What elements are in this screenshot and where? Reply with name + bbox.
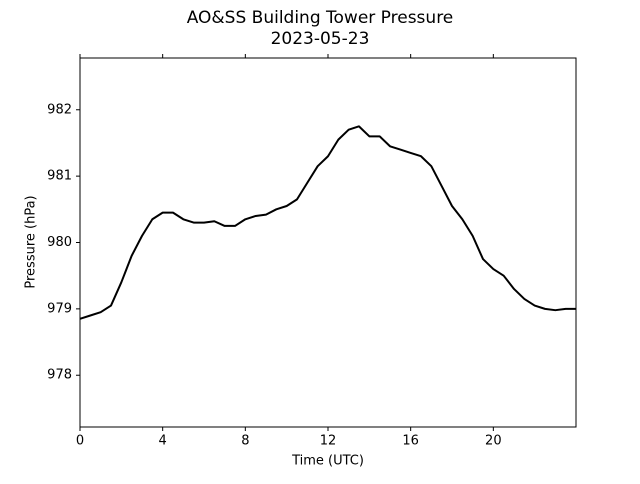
- chart-subtitle: 2023-05-23: [271, 29, 370, 49]
- line-series: [79, 125, 576, 320]
- y-tick-label: 978: [47, 368, 72, 383]
- y-axis-label: Pressure (hPa): [24, 195, 39, 288]
- y-tick-label: 981: [47, 169, 72, 184]
- x-tick-label: 12: [320, 434, 337, 449]
- y-tick-label: 982: [47, 102, 72, 117]
- x-tick-label: 8: [241, 434, 249, 449]
- y-tick-label: 980: [47, 235, 72, 250]
- plot-frame: [79, 57, 577, 428]
- x-tick-label: 20: [485, 434, 502, 449]
- x-tick-label: 16: [402, 434, 419, 449]
- x-tick-label: 4: [159, 434, 167, 449]
- chart-title: AO&SS Building Tower Pressure: [187, 8, 454, 28]
- y-tick-label: 979: [47, 301, 72, 316]
- x-tick-label: 0: [76, 434, 84, 449]
- x-axis-label: Time (UTC): [291, 454, 364, 469]
